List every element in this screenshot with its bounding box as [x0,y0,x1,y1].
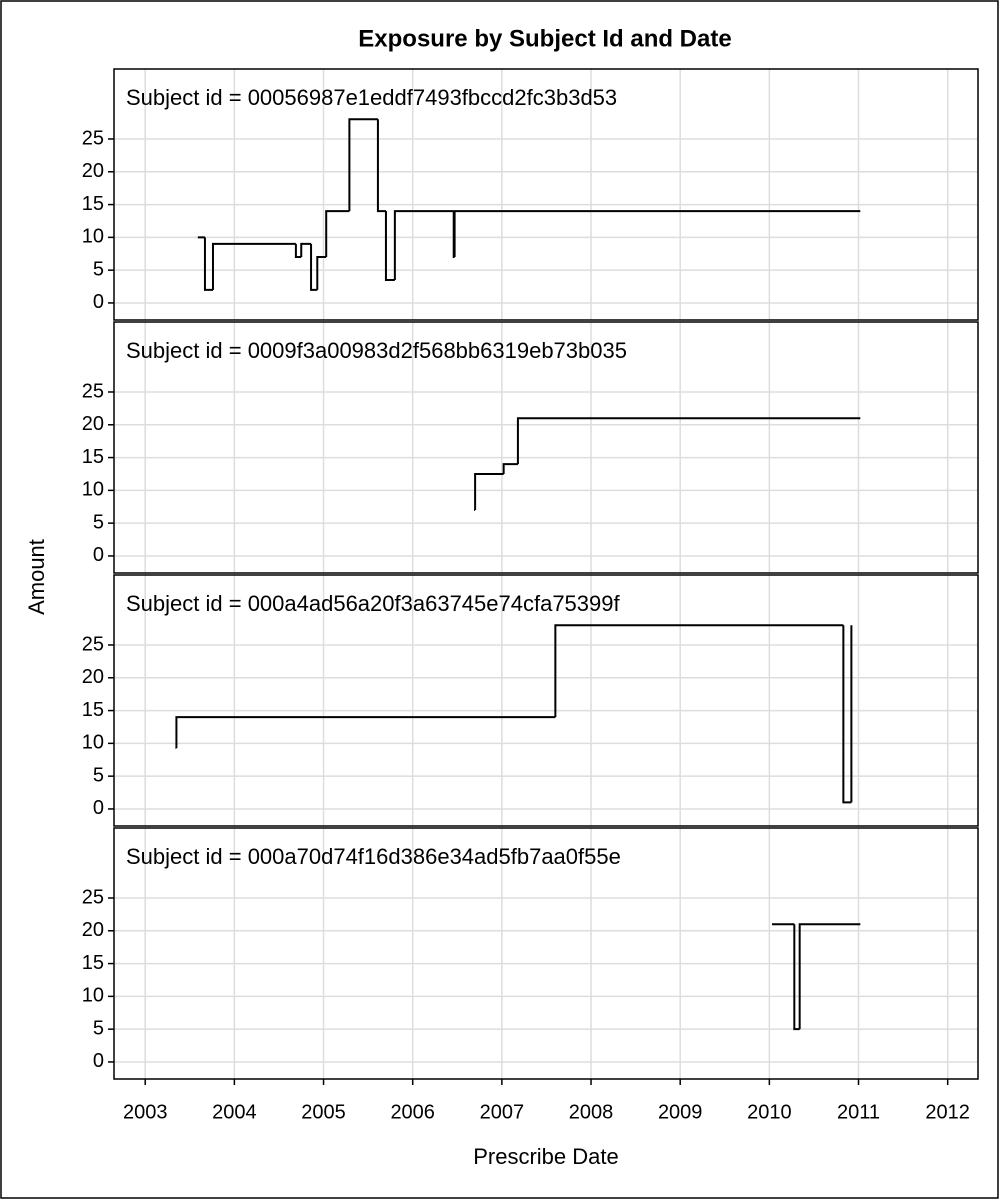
step-segment [798,923,861,1030]
y-tick-label: 15 [82,193,104,215]
panel-background [114,828,978,1079]
x-tick-label: 2006 [390,1101,435,1123]
y-tick-label: 0 [93,1050,104,1072]
y-axis-label: Amount [24,539,49,615]
chart-title: Exposure by Subject Id and Date [358,25,731,52]
panel-background [114,575,978,826]
panel-border [113,827,979,1080]
y-tick-label: 25 [82,886,104,908]
y-tick-label: 5 [93,764,104,786]
y-tick-label: 20 [82,919,104,941]
step-segment [294,243,302,259]
x-tick-label: 2007 [480,1101,525,1123]
step-segment [502,463,518,474]
y-tick-label: 20 [82,160,104,182]
y-tick-label: 15 [82,952,104,974]
step-segment [516,417,861,465]
y-tick-label: 20 [82,413,104,435]
y-tick-label: 10 [82,226,104,248]
step-segment [310,243,318,291]
y-tick-label: 10 [82,985,104,1007]
y-tick-label: 10 [82,732,104,754]
y-tick-label: 15 [82,446,104,468]
step-segment [393,210,454,280]
y-tick-label: 20 [82,666,104,688]
step-segment [554,624,844,718]
step-segment [316,256,327,290]
x-tick-label: 2008 [569,1101,614,1123]
y-tick-label: 10 [82,479,104,501]
panel-background [114,322,978,573]
x-tick-label: 2011 [837,1101,880,1123]
x-tick-label: 2004 [212,1101,257,1123]
step-segment [793,924,800,1031]
x-tick-label: 2010 [747,1101,792,1123]
x-tick-label: 2012 [925,1101,970,1123]
panel-border [113,574,979,827]
step-segment [211,242,296,290]
x-tick-label: 2009 [658,1101,703,1123]
y-tick-label: 25 [82,127,104,149]
y-tick-label: 5 [93,1017,104,1039]
y-tick-label: 5 [93,511,104,533]
step-segment [203,237,213,291]
step-segment [474,472,504,511]
y-tick-label: 0 [93,291,104,313]
step-segment [842,625,852,804]
step-segment [453,210,861,258]
step-segment [175,716,556,748]
x-axis-label: Prescribe Date [473,1144,619,1169]
step-segment [325,210,350,258]
y-tick-label: 25 [82,633,104,655]
panel-label: Subject id = 000a70d74f16d386e34ad5fb7aa… [126,844,621,869]
panel-label: Subject id = 000a4ad56a20f3a63745e74cfa7… [126,591,621,616]
y-tick-label: 25 [82,380,104,402]
panel-label: Subject id = 00056987e1eddf7493fbccd2fc3… [126,85,617,110]
x-tick-label: 2003 [123,1101,168,1123]
y-tick-label: 15 [82,699,104,721]
step-segment [348,118,378,212]
step-segment [376,119,386,213]
y-tick-label: 0 [93,544,104,566]
y-tick-label: 0 [93,797,104,819]
panel-border [113,68,979,321]
panel-border [113,321,979,574]
y-tick-label: 5 [93,258,104,280]
panel-background [114,69,978,320]
panel-label: Subject id = 0009f3a00983d2f568bb6319eb7… [126,338,627,363]
x-tick-label: 2005 [301,1101,346,1123]
step-segment [384,211,395,281]
step-segment [300,242,312,258]
